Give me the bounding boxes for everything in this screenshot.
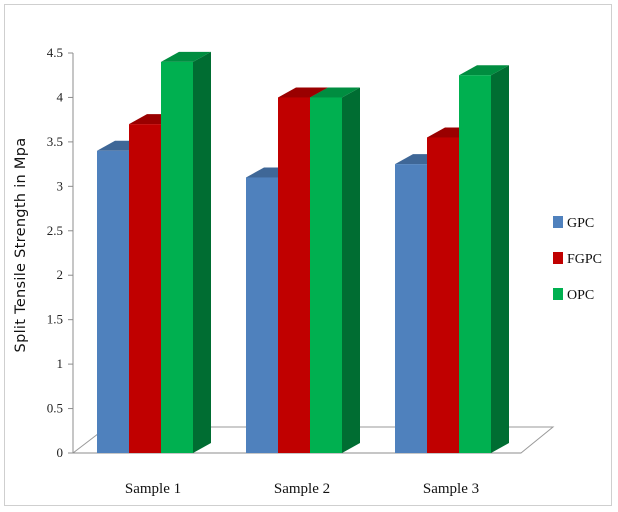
bars [97,51,509,454]
y-tick-label: 0.5 [47,401,63,416]
chart-frame: 0 0.5 1 1.5 2 2.5 3 3.5 4 4.5 Sample 1 Sample 2 Samp… [4,4,612,506]
y-tick-label: 1 [57,356,64,371]
axis-labels: 0 0.5 1 1.5 2 2.5 3 3.5 4 4.5 Sample 1 Sample 2 Samp… [47,45,479,497]
legend: GPC FGPC OPC [553,216,602,303]
bar-front-face [427,137,459,453]
bar-side-face [193,51,211,454]
legend-item-fgpc: FGPC [553,252,602,267]
legend-item-gpc: GPC [553,216,594,231]
y-tick-label: 3.5 [47,134,63,149]
bar-front-face [161,61,193,454]
bar-opc-2 [310,87,360,453]
bar-top-face [310,87,360,98]
legend-swatch [553,252,563,264]
bar-front-face [97,150,129,453]
bar-top-face [161,51,211,62]
bar-side-face [491,65,509,453]
x-category-label: Sample 2 [274,481,330,497]
bar-front-face [395,164,427,453]
bar-top-face [278,87,328,98]
bar-front-face [129,124,161,453]
y-tick-label: 1.5 [47,312,63,327]
y-axis-title: Split Tensile Strength in Mpa [13,138,29,353]
bar-side-face [342,87,360,453]
legend-swatch [553,216,563,228]
bar-front-face [459,75,491,453]
y-tick-label: 0 [57,445,64,460]
legend-label: FGPC [567,252,602,267]
legend-item-opc: OPC [553,288,594,303]
bar-front-face [278,97,310,453]
legend-swatch [553,288,563,300]
x-category-label: Sample 3 [423,481,479,497]
y-tick-label: 2 [57,267,64,282]
legend-label: GPC [567,216,594,231]
bar-front-face [310,97,342,453]
bar-front-face [246,177,278,453]
bar-chart: 0 0.5 1 1.5 2 2.5 3 3.5 4 4.5 Sample 1 Sample 2 Samp… [13,45,602,497]
legend-label: OPC [567,288,594,303]
bar-top-face [459,65,509,76]
y-tick-label: 3 [57,178,64,193]
y-tick-label: 4.5 [47,45,63,60]
x-category-label: Sample 1 [125,481,181,497]
bar-opc-3 [459,65,509,453]
bar-opc-1 [161,51,211,454]
y-tick-label: 2.5 [47,223,63,238]
y-tick-label: 4 [57,89,64,104]
